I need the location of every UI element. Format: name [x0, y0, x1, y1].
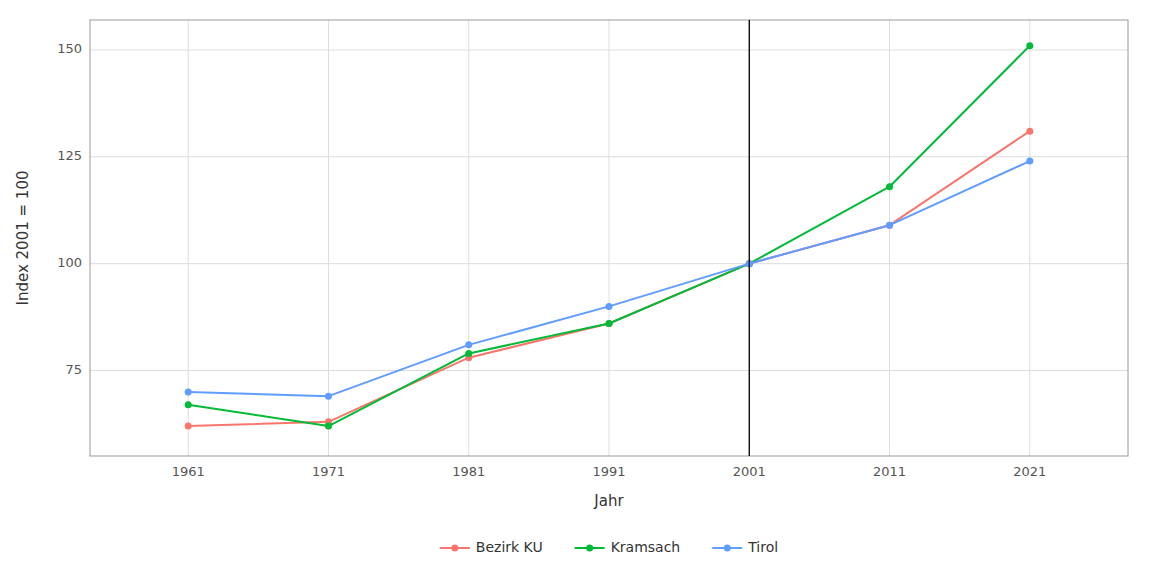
x-grid-line [609, 20, 610, 456]
x-tick-label: 2021 [1013, 464, 1046, 479]
series-marker [606, 320, 613, 327]
series-marker [465, 341, 472, 348]
series [185, 128, 1034, 430]
series-marker [325, 423, 332, 430]
legend-label: Kramsach [611, 539, 681, 555]
x-tick-label: 1961 [172, 464, 205, 479]
reference-line [749, 20, 750, 456]
plot-area [185, 20, 1034, 456]
series-line [188, 46, 1030, 426]
x-tick-label: 1971 [312, 464, 345, 479]
legend-marker [451, 545, 458, 552]
series-marker [185, 388, 192, 395]
legend-marker [586, 545, 593, 552]
chart-container: 75 100 125 150 1961 1971 1981 1991 2001 2011 2021 J… [0, 0, 1152, 576]
series-marker [886, 183, 893, 190]
legend-label: Bezirk KU [476, 539, 543, 555]
axes: 75 100 125 150 1961 1971 1981 1991 2001 2011 2021 J… [14, 20, 1128, 510]
x-tick-label: 2011 [873, 464, 906, 479]
y-tick-label: 100 [57, 255, 82, 270]
series-marker [886, 222, 893, 229]
grid [90, 20, 1128, 456]
series-marker [185, 423, 192, 430]
x-grid-line [1029, 20, 1030, 456]
x-grid-line [468, 20, 469, 456]
y-tick-label: 75 [65, 362, 82, 377]
series-marker [606, 320, 613, 327]
series-marker [185, 401, 192, 408]
x-grid-line [749, 20, 750, 456]
chart-svg: 75 100 125 150 1961 1971 1981 1991 2001 2011 2021 J… [0, 0, 1152, 576]
series [185, 158, 1034, 400]
series-marker [1026, 128, 1033, 135]
x-grid-line [328, 20, 329, 456]
plot-background [90, 20, 1128, 456]
series-marker [465, 350, 472, 357]
legend-marker [724, 545, 731, 552]
x-tick-label: 1981 [452, 464, 485, 479]
legend-item: Bezirk KU [440, 539, 543, 555]
series-marker [325, 393, 332, 400]
series-marker [886, 222, 893, 229]
y-tick-label: 150 [57, 41, 82, 56]
x-tick-label: 2001 [733, 464, 766, 479]
legend: Bezirk KU Kramsach Tirol [440, 539, 778, 555]
x-grid-line [889, 20, 890, 456]
x-axis-label: Jahr [593, 492, 624, 510]
legend-item: Tirol [712, 539, 778, 555]
series-line [188, 161, 1030, 396]
legend-item: Kramsach [575, 539, 681, 555]
legend-label: Tirol [747, 539, 778, 555]
y-tick-label: 125 [57, 148, 82, 163]
series [185, 42, 1034, 429]
y-axis-label: Index 2001 = 100 [14, 171, 32, 306]
series-line [188, 131, 1030, 426]
series-marker [606, 303, 613, 310]
series-marker [1026, 42, 1033, 49]
x-tick-label: 1991 [592, 464, 625, 479]
series-marker [1026, 158, 1033, 165]
plot-frame [90, 20, 1128, 456]
